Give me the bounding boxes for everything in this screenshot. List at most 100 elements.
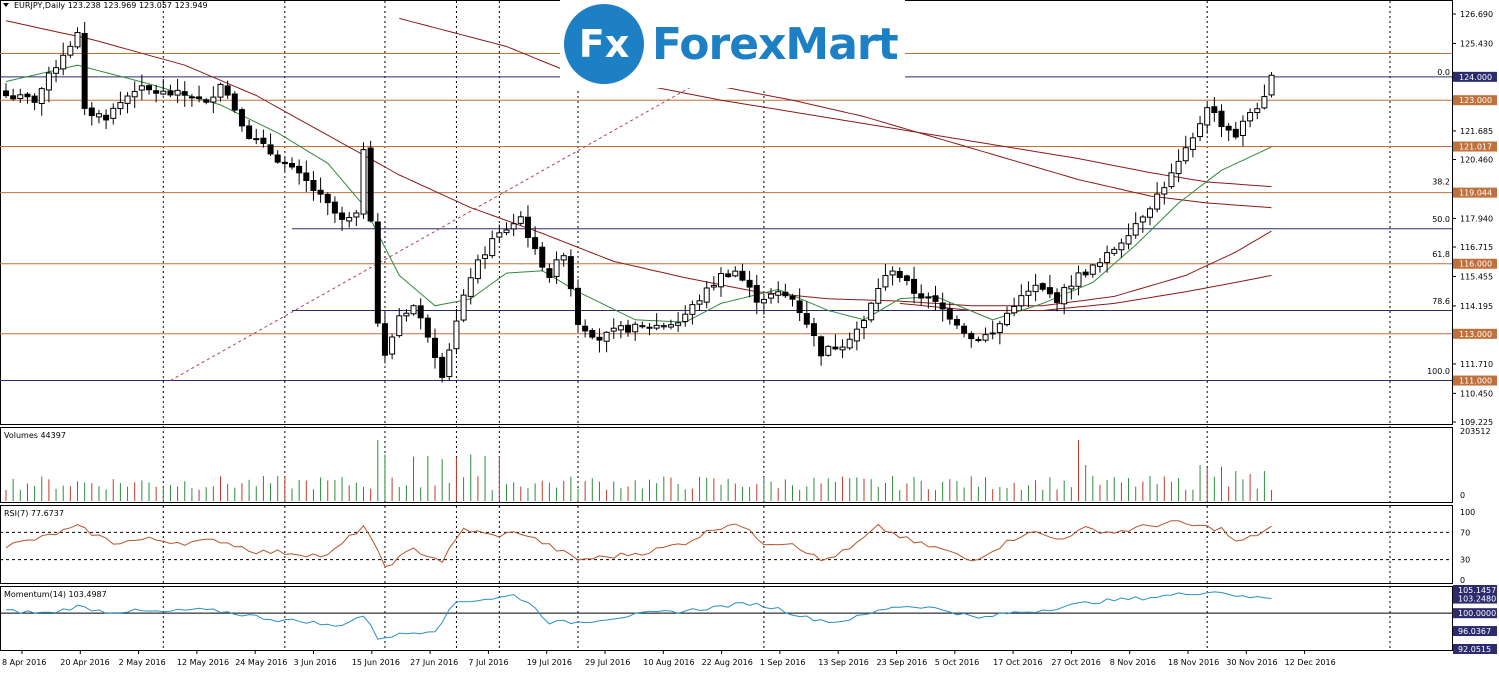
- candle-body: [975, 339, 982, 342]
- candle-body: [1125, 235, 1132, 245]
- fx-logo-mark-text: Fx: [578, 22, 630, 66]
- candle-body: [88, 107, 95, 117]
- candle-body: [603, 331, 610, 342]
- candle-body: [1018, 295, 1025, 307]
- rsi-tick-label: 70: [1460, 528, 1470, 537]
- candle-body: [825, 345, 832, 356]
- candle-body: [1025, 290, 1032, 296]
- price-tick-label: 125.430: [1460, 39, 1493, 48]
- candle-body: [646, 326, 653, 329]
- candle-body: [117, 102, 124, 110]
- candle-body: [1054, 292, 1061, 303]
- candle-body: [1182, 147, 1189, 162]
- rsi-panel-title: RSI(7) 77.6737: [4, 509, 64, 518]
- candle-body: [1197, 123, 1204, 138]
- candle-body: [939, 302, 946, 310]
- candle-body: [617, 325, 624, 331]
- candle-body: [181, 91, 188, 96]
- candle-body: [868, 302, 875, 321]
- candle-body: [231, 93, 238, 111]
- candle-body: [1104, 252, 1111, 264]
- momentum-tick-highlight: [1453, 626, 1497, 637]
- candle-body: [1011, 306, 1018, 314]
- candle-body: [803, 312, 810, 325]
- candle-body: [110, 107, 117, 119]
- candle-body: [517, 216, 524, 224]
- candle-body: [67, 45, 74, 56]
- candle-body: [775, 291, 782, 296]
- rsi-line-group: [0, 520, 1452, 568]
- candle-body: [1225, 125, 1232, 131]
- candle-body: [153, 90, 160, 94]
- volume-tick-label: 0: [1460, 491, 1465, 500]
- candle-body: [903, 275, 910, 282]
- grid-lines: [162, 1, 1391, 650]
- rsi-tick-label: 0: [1460, 576, 1465, 585]
- time-tick-label: 3 Jun 2016: [294, 658, 337, 667]
- candle-body: [982, 334, 989, 341]
- candle-body: [896, 270, 903, 278]
- volume-panel-frame: [0, 427, 1453, 503]
- candle-body: [782, 291, 789, 297]
- momentum-panel-title: Momentum(14) 103.4987: [4, 590, 107, 599]
- price-tick-label: 124.000: [1459, 73, 1492, 82]
- price-tick-label: 110.450: [1460, 389, 1493, 398]
- candle-body: [760, 298, 767, 304]
- candle-body: [718, 273, 724, 288]
- momentum-tick-label: 100.0000: [1458, 609, 1496, 618]
- price-tick-label: 121.685: [1460, 127, 1493, 136]
- candle-body: [246, 125, 253, 139]
- candle-body: [796, 300, 803, 314]
- price-tick-label: 114.195: [1460, 302, 1493, 311]
- volume-panel-title: Volumes 44397: [4, 431, 66, 440]
- price-tick-label: 111.000: [1459, 377, 1492, 386]
- fibonacci-trend-line: [170, 83, 697, 381]
- candle-body: [753, 284, 760, 303]
- menu-triangle-icon[interactable]: [3, 3, 9, 7]
- candle-body: [1082, 271, 1089, 276]
- candle-body: [567, 256, 574, 290]
- candle-body: [95, 113, 102, 118]
- candle-body: [503, 229, 510, 234]
- candle-body: [1161, 187, 1168, 195]
- time-tick-label: 12 Dec 2016: [1285, 658, 1336, 667]
- candle-body: [1218, 110, 1225, 128]
- price-tick-highlight: [1453, 375, 1497, 386]
- candle-body: [253, 138, 260, 141]
- time-tick-label: 30 Nov 2016: [1226, 658, 1277, 667]
- candle-body: [210, 96, 217, 103]
- candle-body: [1254, 108, 1261, 114]
- momentum-tick-highlight: [1453, 593, 1497, 604]
- candle-body: [1039, 283, 1046, 290]
- fibonacci-label: 0.0: [1437, 68, 1450, 77]
- candle-body: [60, 54, 67, 70]
- candle-body: [996, 323, 1003, 334]
- candle-body: [138, 85, 145, 91]
- candle-body: [482, 254, 489, 259]
- price-tick-highlight: [1453, 258, 1497, 269]
- candle-body: [167, 90, 174, 96]
- candle-body: [1139, 216, 1146, 223]
- price-tick-label: 120.460: [1460, 156, 1493, 165]
- time-tick-label: 1 Sep 2016: [760, 658, 806, 667]
- candle-body: [131, 91, 138, 98]
- candle-body: [768, 293, 775, 299]
- candle-body: [53, 67, 60, 74]
- price-tick-label: 123.000: [1459, 96, 1492, 105]
- candle-body: [353, 212, 360, 218]
- candle-body: [446, 349, 453, 378]
- price-tick-label: 115.455: [1460, 272, 1493, 281]
- candlesticks: [3, 21, 1275, 383]
- rsi-tick-label: 30: [1460, 556, 1470, 565]
- candle-body: [424, 317, 431, 338]
- candle-body: [532, 237, 539, 250]
- time-tick-label: 7 Jul 2016: [468, 658, 508, 667]
- candle-body: [274, 154, 281, 163]
- moving-average-long-line: [706, 83, 1272, 209]
- candle-body: [1096, 262, 1103, 267]
- price-tick-highlight: [1453, 141, 1497, 152]
- candle-body: [582, 325, 589, 332]
- candle-body: [1154, 193, 1161, 210]
- momentum-line: [5, 591, 1272, 640]
- candle-body: [160, 90, 167, 95]
